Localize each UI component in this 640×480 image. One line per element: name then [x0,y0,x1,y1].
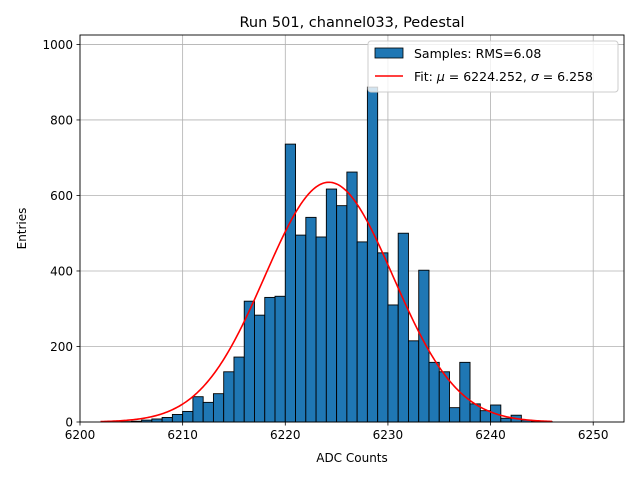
histogram-bar [459,361,471,423]
histogram-bar [500,417,512,423]
histogram-bar [336,205,348,423]
legend-fit-label: Fit: μ = 6224.252, σ = 6.258 [414,69,593,84]
histogram-bar [274,295,286,423]
histogram-bar [305,216,317,423]
legend-fit-sigma-symbol: σ [531,69,540,84]
y-axis-ticks: 0 200 400 600 800 1000 [42,38,80,430]
y-tick-label: 1000 [42,38,73,52]
histogram-bar [161,417,173,423]
legend-fit-sigma-value: = 6.258 [539,69,593,84]
histogram-bar [397,232,409,423]
chart-title: Run 501, channel033, Pedestal [239,15,464,31]
histogram-bar [479,410,492,423]
histogram-bar [315,236,327,423]
histogram-bar [346,171,358,423]
legend: Samples: RMS=6.08 Fit: μ = 6224.252, σ =… [367,40,619,93]
x-axis-label: ADC Counts [316,451,388,465]
x-tick-label: 6240 [475,428,506,442]
y-tick-label: 0 [65,416,73,430]
histogram-bar [212,393,225,423]
histogram-bar [377,252,389,423]
y-tick-label: 200 [50,340,73,354]
legend-bar-swatch [374,47,404,59]
fit-curve [100,181,553,423]
histogram-bar [295,234,307,423]
histogram-bar [233,356,245,423]
histogram-bar [418,269,430,423]
legend-samples-label: Samples: RMS=6.08 [414,46,541,61]
histogram-bar [449,407,461,423]
histogram-bar [171,413,184,423]
histogram-bar [151,418,163,423]
x-axis-ticks: 6200 6210 6220 6230 6240 6250 [65,422,609,442]
histogram-bar [408,340,420,423]
histogram-bar [428,361,440,423]
histogram-bar [223,371,235,423]
x-tick-label: 6200 [65,428,96,442]
histogram-bars [120,86,553,423]
x-tick-label: 6210 [167,428,198,442]
histogram-bar [325,188,338,423]
legend-fit-mu-value: = 6224.252, [445,69,531,84]
histogram-bar [254,314,266,423]
x-tick-label: 6230 [373,428,404,442]
histogram-bar [284,143,296,423]
histogram-bar [192,396,204,423]
histogram-bar [356,241,368,423]
y-axis-label: Entries [15,208,29,250]
x-tick-label: 6250 [578,428,609,442]
legend-fit-prefix: Fit: [414,69,437,84]
y-tick-label: 600 [50,189,73,203]
histogram-bar [264,296,276,423]
legend-box [367,40,619,93]
histogram-bar [182,410,194,423]
legend-fit-mu-symbol: μ [436,69,445,84]
y-tick-label: 400 [50,264,73,278]
y-tick-label: 800 [50,113,73,127]
histogram-bar [387,304,399,423]
x-tick-label: 6220 [270,428,301,442]
histogram-bar [202,401,214,423]
plot-frame [79,34,625,423]
histogram-bar [366,86,379,423]
